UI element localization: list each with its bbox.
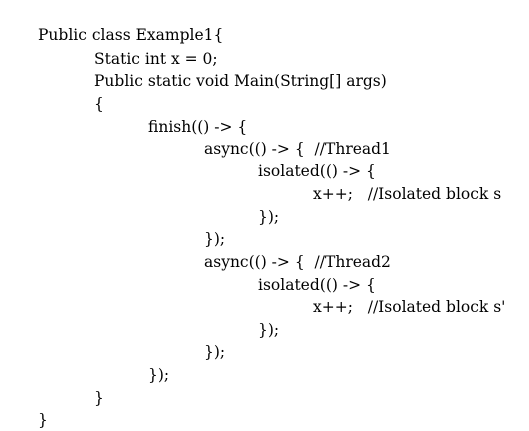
code-line-static-field: Static int x = 0; [94, 50, 218, 68]
code-line-isolated-2: isolated(() -> { [258, 276, 376, 294]
code-line-main-signature: Public static void Main(String[] args) [94, 72, 387, 90]
code-line-class-declaration: Public class Example1{ [38, 26, 224, 44]
code-line-increment-2: x++; //Isolated block s' [313, 298, 506, 316]
code-line-async-thread2-close: }); [204, 343, 226, 361]
code-line-isolated-1-close: }); [258, 208, 280, 226]
code-line-finish: finish(() -> { [148, 118, 248, 136]
code-line-class-close-brace: } [38, 411, 48, 429]
code-line-async-thread2: async(() -> { //Thread2 [204, 253, 391, 271]
code-line-async-thread1: async(() -> { //Thread1 [204, 140, 391, 158]
code-line-main-close-brace: } [94, 389, 104, 407]
code-line-async-thread1-close: }); [204, 230, 226, 248]
code-line-isolated-2-close: }); [258, 321, 280, 339]
code-line-main-open-brace: { [94, 95, 104, 113]
code-line-increment-1: x++; //Isolated block s [313, 185, 502, 203]
code-line-finish-close: }); [148, 366, 170, 384]
code-line-isolated-1: isolated(() -> { [258, 162, 376, 180]
